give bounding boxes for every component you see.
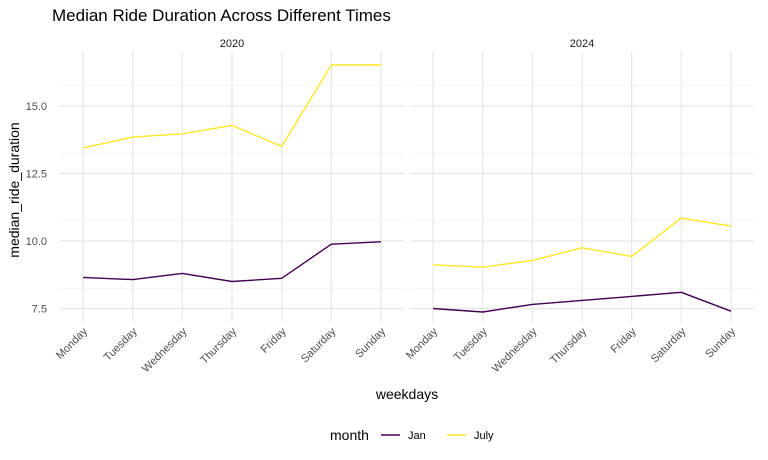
x-tick-label: Tuesday: [102, 325, 140, 363]
x-tick-label: Tuesday: [452, 325, 490, 363]
legend-label: Jan: [408, 430, 426, 442]
x-tick-label: Wednesday: [140, 325, 190, 375]
series-line-jan: [82, 241, 382, 283]
x-tick-label: Wednesday: [490, 325, 540, 375]
legend-title: month: [330, 427, 369, 443]
x-tick-label: Sunday: [353, 325, 388, 360]
x-tick-label: Thursday: [548, 325, 589, 366]
x-tick-label: Saturday: [299, 325, 339, 365]
series-line-july: [432, 217, 732, 268]
y-tick-label: 15.0: [26, 101, 47, 113]
y-tick-label: 7.5: [32, 304, 47, 316]
chart-title: Median Ride Duration Across Different Ti…: [52, 6, 391, 25]
x-tick-label: Friday: [259, 325, 289, 355]
facet-label: 2020: [220, 38, 244, 50]
series-line-jan: [432, 291, 732, 313]
series-line-july: [82, 64, 381, 149]
panel-2024: 2024 Monday Tuesday Wednesday Thursday Friday…: [404, 38, 754, 375]
y-tick-label: 12.5: [26, 169, 47, 181]
panel-2020: 2020 7.5 10.0 12.5 15.0 Monday Tuesday Wednesda…: [26, 38, 404, 375]
x-tick-label: Saturday: [649, 325, 689, 365]
x-axis-title: weekdays: [375, 386, 438, 402]
y-axis-title: median_ride_duration: [6, 122, 22, 257]
legend: month Jan July: [330, 427, 494, 443]
x-tick-label: Thursday: [198, 325, 239, 366]
y-tick-label: 10.0: [26, 236, 47, 248]
facet-label: 2024: [570, 38, 594, 50]
x-tick-label: Monday: [54, 325, 91, 362]
x-tick-label: Sunday: [703, 325, 738, 360]
x-tick-label: Monday: [404, 325, 441, 362]
legend-label: July: [474, 430, 494, 442]
x-tick-label: Friday: [609, 325, 639, 355]
